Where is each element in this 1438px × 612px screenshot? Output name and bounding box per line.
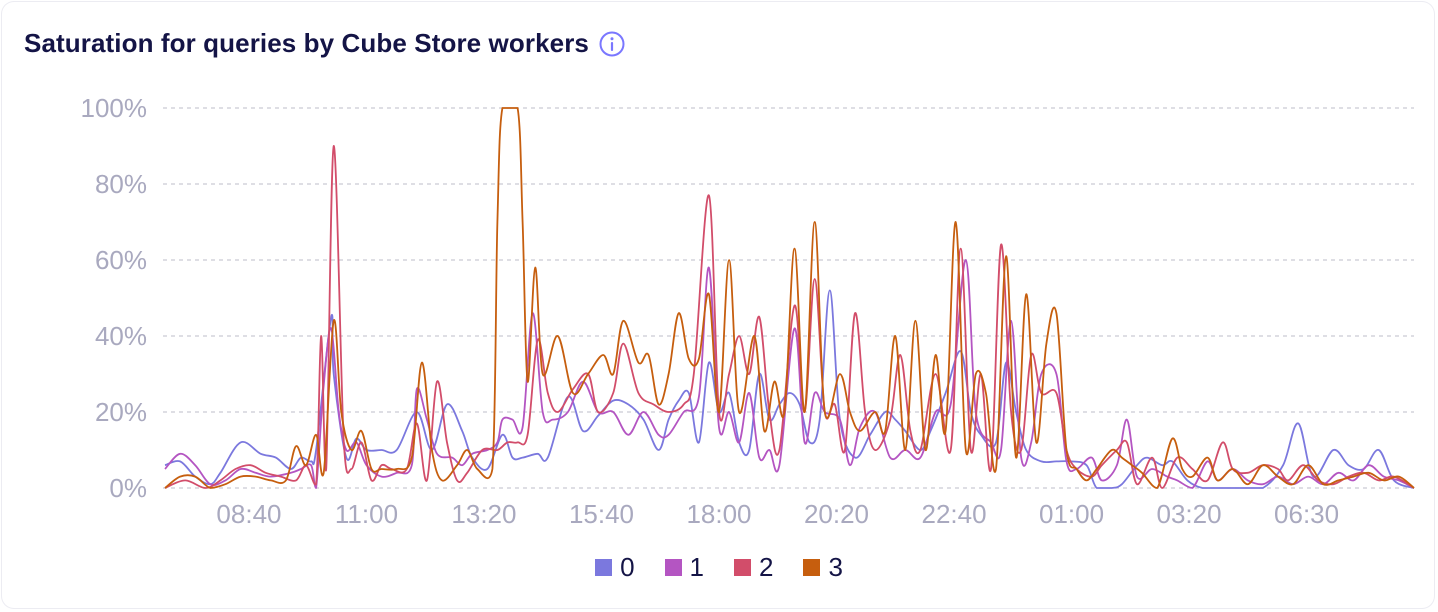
x-axis-tick-labels: 08:40 11:00 13:20 15:40 18:00 20:20 22:40 01:00… [216, 499, 1339, 529]
legend-swatch [595, 559, 613, 576]
y-tick-label: 0% [109, 473, 147, 503]
legend-item-0[interactable]: 0 [595, 552, 635, 583]
x-tick-label: 13:20 [451, 499, 516, 529]
x-tick-label: 22:40 [922, 499, 987, 529]
y-tick-label: 20% [95, 397, 147, 427]
legend-label: 3 [828, 552, 843, 582]
series-line-3[interactable] [164, 107, 1415, 489]
y-tick-label: 100% [81, 93, 148, 123]
chart-legend: 0 1 2 3 [0, 552, 1438, 583]
legend-item-1[interactable]: 1 [664, 552, 704, 583]
legend-swatch [803, 559, 821, 576]
series-line-1[interactable] [164, 259, 1415, 489]
chart-title: Saturation for queries by Cube Store wor… [24, 28, 589, 58]
legend-label: 0 [620, 552, 635, 582]
x-tick-label: 01:00 [1039, 499, 1104, 529]
y-tick-label: 80% [95, 169, 147, 199]
legend-item-3[interactable]: 3 [803, 552, 843, 583]
x-tick-label: 03:20 [1156, 499, 1221, 529]
saturation-line-chart: 0% 20% 40% 60% 80% 100% 08:40 11:00 13:20 15:40 1… [81, 93, 1415, 529]
legend-item-2[interactable]: 2 [734, 552, 773, 583]
y-tick-label: 40% [95, 321, 147, 351]
legend-swatch [664, 559, 682, 576]
y-gridlines [163, 107, 1414, 489]
info-icon[interactable] [599, 31, 625, 57]
series-lines [164, 107, 1415, 489]
x-tick-label: 20:20 [804, 499, 869, 529]
x-tick-label: 11:00 [335, 499, 398, 529]
x-tick-label: 06:30 [1274, 499, 1339, 529]
legend-label: 1 [689, 552, 704, 582]
legend-label: 2 [759, 552, 774, 582]
y-tick-label: 60% [95, 245, 147, 275]
series-line-0[interactable] [164, 289, 1415, 489]
y-axis-tick-labels: 0% 20% 40% 60% 80% 100% [81, 93, 148, 503]
chart-header: Saturation for queries by Cube Store wor… [24, 28, 625, 59]
legend-swatch [734, 559, 751, 576]
series-line-2[interactable] [164, 145, 1415, 489]
x-tick-label: 15:40 [569, 499, 634, 529]
x-tick-label: 08:40 [216, 499, 281, 529]
x-tick-label: 18:00 [686, 499, 751, 529]
